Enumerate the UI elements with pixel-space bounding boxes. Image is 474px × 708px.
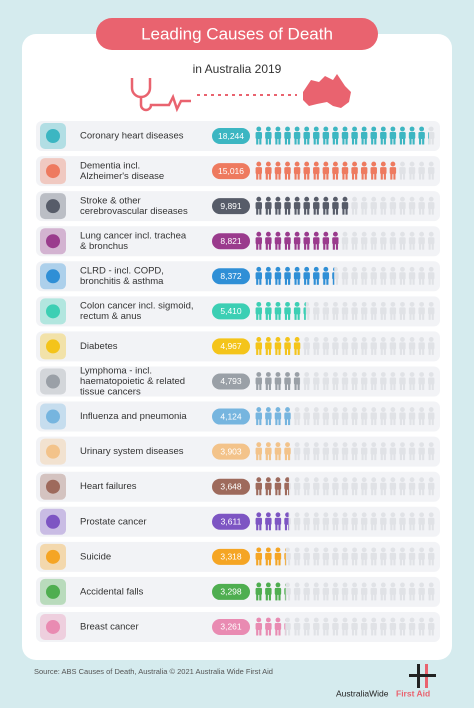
pictogram-bar (255, 126, 429, 145)
row-icon-symbol (46, 129, 60, 143)
category-label: CLRD - incl. COPD, (80, 266, 164, 277)
row-icon-symbol (46, 164, 60, 179)
chart-subtitle: in Australia 2019 (193, 62, 282, 76)
category-label: & bronchus (80, 241, 128, 252)
row-icon-symbol (46, 584, 60, 599)
pictogram-bar (255, 372, 300, 390)
category-label: bronchitis & asthma (80, 276, 164, 287)
value-label: 9,891 (220, 201, 242, 211)
row-icon-symbol (46, 304, 60, 319)
value-label: 4,124 (220, 411, 242, 421)
category-label: Heart failures (80, 481, 137, 492)
row-icon-symbol (46, 479, 60, 494)
category-label: haematopoietic & related (80, 376, 185, 387)
row-icon-symbol (46, 619, 60, 634)
value-pill (212, 303, 250, 320)
pictogram-bar (255, 407, 291, 426)
row-icon-symbol (46, 444, 60, 459)
value-label: 8,821 (220, 236, 242, 246)
value-pill (212, 513, 250, 530)
pictogram-bar (255, 582, 286, 601)
value-pill (212, 478, 250, 495)
category-label: Colon cancer incl. sigmoid, (80, 301, 194, 312)
stethoscope-decoration (130, 78, 297, 113)
value-label: 3,298 (220, 587, 242, 597)
value-pill (212, 618, 250, 635)
value-pill (212, 583, 250, 600)
row-icon-symbol (46, 409, 60, 424)
value-label: 8,372 (220, 271, 242, 281)
value-pill (212, 548, 250, 565)
category-label: Urinary system diseases (80, 446, 184, 457)
row-icon-symbol (46, 549, 60, 564)
value-pill (212, 128, 250, 144)
row-icon-symbol (46, 269, 60, 284)
value-pill (212, 338, 250, 355)
pictogram-bar (255, 161, 397, 180)
row-icon-symbol (46, 199, 60, 214)
australia-map (303, 74, 351, 108)
value-label: 3,261 (220, 622, 242, 632)
category-label: Diabetes (80, 341, 118, 352)
category-label: Lung cancer incl. trachea (80, 230, 187, 241)
category-label: Prostate cancer (80, 516, 147, 527)
chart-title: Leading Causes of Death (141, 24, 333, 43)
value-pill (212, 408, 250, 425)
pictogram-bar (255, 442, 291, 461)
pictogram-bar (255, 301, 306, 320)
value-pill (212, 268, 250, 285)
value-label: 3,318 (220, 552, 242, 562)
row-icon-symbol (46, 339, 60, 354)
value-label: 3,903 (220, 446, 242, 456)
category-label: cerebrovascular diseases (80, 206, 188, 217)
category-label: Coronary heart diseases (80, 131, 184, 142)
category-label: tissue cancers (80, 387, 141, 398)
value-pill (212, 443, 250, 460)
category-label: Stroke & other (80, 195, 141, 206)
title-pill (96, 18, 378, 50)
value-label: 4,967 (220, 341, 242, 351)
category-label: Accidental falls (80, 586, 144, 597)
pictogram-bar (255, 512, 289, 531)
value-label: 15,016 (218, 166, 244, 176)
value-label: 5,410 (220, 306, 242, 316)
category-label: rectum & anus (80, 311, 141, 322)
pictogram-bar (255, 266, 335, 285)
category-label: Influenza and pneumonia (80, 411, 187, 422)
pictogram-bar (255, 477, 289, 496)
pictogram-bar (255, 231, 339, 250)
category-label: Dementia incl. (80, 160, 140, 171)
logo-text: AustraliaWide (336, 688, 389, 698)
logo-text: First Aid (396, 688, 430, 698)
value-pill (212, 198, 250, 215)
pictogram-bar (255, 547, 286, 566)
value-label: 18,244 (218, 131, 244, 141)
value-label: 3,648 (220, 481, 242, 491)
category-label: Alzheimer's disease (80, 171, 164, 182)
pictogram-bar (255, 196, 349, 215)
category-label: Lymphoma - incl. (80, 366, 152, 377)
pictogram-bar (255, 617, 286, 636)
row-icon-symbol (46, 374, 60, 389)
value-pill (212, 373, 250, 390)
value-pill (212, 163, 250, 180)
row-icon-symbol (46, 234, 60, 249)
value-label: 3,611 (221, 517, 242, 527)
category-label: Suicide (80, 551, 111, 562)
source-note: Source: ABS Causes of Death, Australia ©… (34, 667, 273, 676)
logo: AustraliaWide First Aid (336, 664, 436, 698)
value-label: 4,793 (220, 376, 242, 386)
value-pill (212, 233, 250, 250)
row-icon-symbol (46, 514, 60, 529)
pictogram-bar (255, 337, 301, 355)
category-label: Breast cancer (80, 621, 139, 632)
